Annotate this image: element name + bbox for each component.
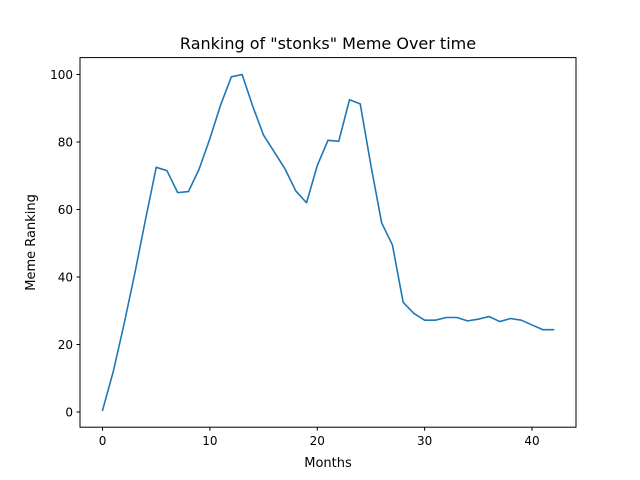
series-group <box>101 73 555 412</box>
series-line-0 <box>101 73 555 412</box>
y-tick-label: 20 <box>58 338 73 352</box>
plot-area <box>80 57 576 428</box>
x-tick-label: 40 <box>524 434 539 448</box>
x-axis-label: Months <box>304 456 352 471</box>
x-tick-label: 0 <box>99 434 107 448</box>
chart-title: Ranking of "stonks" Meme Over time <box>180 34 476 53</box>
y-tick-label: 40 <box>58 270 73 284</box>
axis-ticks: 0 10 20 30 40 0 20 40 60 80 100 <box>50 68 540 448</box>
y-tick-label: 0 <box>65 406 73 420</box>
y-tick-label: 60 <box>58 203 73 217</box>
y-axis-label: Meme Ranking <box>24 194 39 291</box>
y-tick-label: 80 <box>58 135 73 149</box>
x-tick-label: 30 <box>417 434 432 448</box>
x-tick-label: 10 <box>202 434 217 448</box>
x-tick-label: 20 <box>310 434 325 448</box>
plot-frame <box>79 57 577 428</box>
y-tick-label: 100 <box>50 68 73 82</box>
